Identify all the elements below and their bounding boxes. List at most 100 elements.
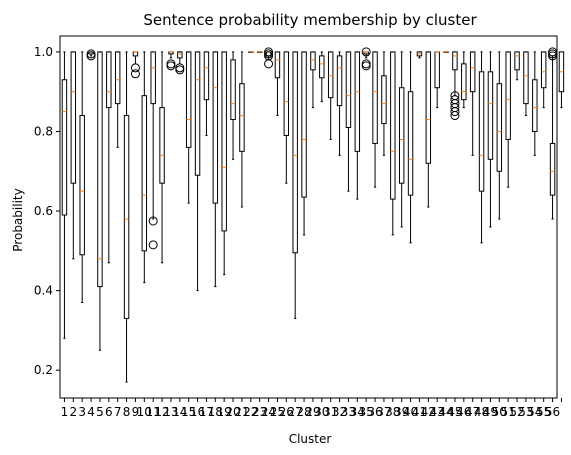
iqr-box — [496, 83, 503, 172]
iqr-box — [301, 51, 307, 198]
x-tick-label: 45 — [447, 405, 462, 419]
box-cluster-32 — [336, 51, 343, 156]
x-tick-label: 35 — [359, 405, 374, 419]
x-tick-label: 54 — [527, 405, 542, 419]
x-tick-label: 41 — [412, 405, 427, 419]
box-cluster-23 — [256, 51, 263, 53]
iqr-box — [185, 51, 192, 148]
outlier-point — [148, 216, 158, 226]
x-tick-label: 56 — [545, 405, 560, 419]
box-cluster-48 — [478, 51, 485, 244]
x-tick-label: 1 — [61, 405, 69, 419]
iqr-box — [123, 115, 130, 319]
y-tick-label: 0.8 — [34, 124, 53, 138]
box-cluster-15 — [185, 51, 192, 204]
box-cluster-8 — [123, 51, 130, 383]
x-tick-label: 36 — [367, 405, 382, 419]
iqr-box — [425, 51, 432, 164]
outlier-point — [130, 63, 140, 73]
iqr-box — [514, 51, 520, 71]
outlier-point — [361, 61, 371, 71]
iqr-box — [319, 55, 325, 79]
iqr-box — [61, 79, 68, 216]
outlier-point — [166, 61, 176, 71]
box-cluster-47 — [469, 51, 476, 156]
x-tick-label: 52 — [509, 405, 524, 419]
x-tick-label: 27 — [288, 405, 303, 419]
x-tick-label: 38 — [385, 405, 400, 419]
x-tick-label: 28 — [296, 405, 311, 419]
iqr-box — [407, 91, 414, 196]
y-axis-label: Probability — [11, 188, 25, 251]
outlier-point — [264, 59, 274, 69]
plot-area — [59, 35, 565, 399]
x-tick-label: 7 — [114, 405, 122, 419]
iqr-box — [540, 51, 547, 89]
x-axis-label: Cluster — [289, 432, 332, 446]
box-cluster-54 — [532, 51, 538, 156]
box-cluster-3 — [79, 51, 85, 304]
x-tick-label: 11 — [146, 405, 161, 419]
x-tick-label: 17 — [199, 405, 214, 419]
x-tick-label: 15 — [181, 405, 196, 419]
box-cluster-1 — [61, 51, 68, 339]
outlier-point — [130, 69, 140, 79]
box-cluster-46 — [461, 51, 467, 109]
x-tick-label: 4 — [87, 405, 95, 419]
box-cluster-19 — [221, 51, 227, 276]
box-cluster-49 — [487, 51, 494, 228]
iqr-box — [230, 59, 236, 121]
iqr-box — [203, 51, 210, 101]
iqr-box — [345, 51, 352, 128]
x-tick-label: 55 — [536, 405, 551, 419]
x-tick-label: 16 — [190, 405, 205, 419]
box-cluster-27 — [292, 51, 298, 319]
box-cluster-5 — [97, 51, 103, 351]
box-cluster-36 — [372, 51, 378, 188]
box-cluster-39 — [398, 51, 405, 228]
box-cluster-42 — [425, 51, 432, 208]
x-tick-label: 10 — [137, 405, 152, 419]
x-tick-label: 20 — [225, 405, 240, 419]
outlier-point — [175, 63, 185, 73]
y-axis: 0.2 0.4 0.6 0.8 1.0 — [34, 45, 60, 377]
iqr-box — [523, 51, 529, 105]
x-tick-label: 8 — [123, 405, 131, 419]
x-tick-label: 47 — [465, 405, 480, 419]
iqr-box — [336, 55, 343, 107]
axes-frame — [59, 35, 558, 399]
box-cluster-44 — [443, 51, 449, 53]
iqr-box — [132, 51, 139, 57]
y-tick-label: 0.2 — [34, 363, 53, 377]
box-cluster-41 — [416, 51, 423, 59]
box-cluster-2 — [70, 51, 77, 260]
box-cluster-31 — [327, 51, 334, 140]
box-cluster-10 — [141, 51, 148, 284]
box-cluster-undefined — [558, 51, 565, 109]
x-tick-label: 46 — [456, 405, 471, 419]
box-cluster-29 — [310, 51, 316, 109]
outlier-point — [548, 51, 558, 61]
iqr-box — [461, 63, 467, 101]
x-tick-label: 49 — [483, 405, 498, 419]
iqr-box — [372, 51, 378, 144]
x-tick-label: 40 — [403, 405, 418, 419]
box-cluster-51 — [505, 51, 511, 188]
box-cluster-14 — [175, 51, 185, 75]
iqr-box — [505, 51, 511, 140]
outlier-point — [450, 107, 460, 117]
outlier-point — [361, 59, 371, 69]
x-tick-label: 18 — [208, 405, 223, 419]
iqr-box — [390, 51, 396, 200]
box-cluster-35 — [361, 47, 371, 71]
box-cluster-11 — [148, 51, 158, 250]
x-tick-label: 34 — [350, 405, 365, 419]
outlier-point — [148, 240, 158, 250]
iqr-box — [177, 51, 183, 59]
iqr-box — [487, 71, 494, 160]
box-cluster-4 — [86, 49, 96, 61]
box-cluster-28 — [301, 51, 307, 236]
iqr-box — [469, 51, 476, 93]
x-tick-label: 25 — [270, 405, 285, 419]
